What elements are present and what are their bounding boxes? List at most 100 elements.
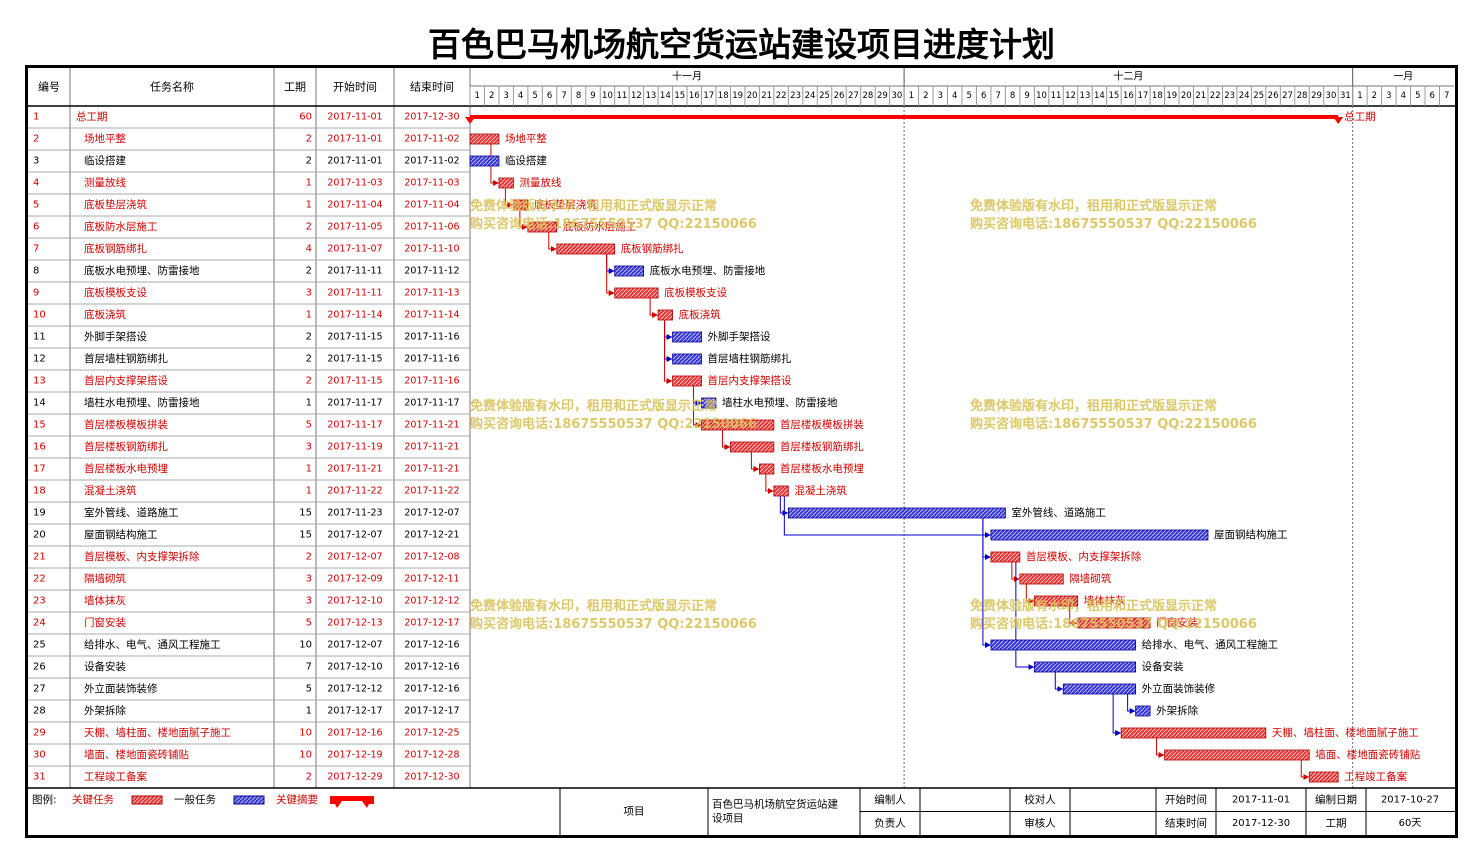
day-label: 16 — [1123, 91, 1134, 101]
critical-task-bar — [1308, 771, 1339, 783]
dependency-link — [606, 254, 615, 296]
task-end: 2017-12-28 — [404, 750, 459, 761]
task-start: 2017-12-17 — [327, 706, 382, 717]
task-start: 2017-12-12 — [327, 684, 382, 695]
task-id: 12 — [33, 354, 46, 365]
task-start: 2017-11-23 — [327, 508, 382, 519]
day-label: 31 — [1340, 91, 1351, 101]
day-label: 29 — [1311, 91, 1322, 101]
task-end: 2017-12-30 — [404, 772, 459, 783]
watermark-line-1: 免费体验版有水印，租用和正式版显示正常 — [470, 198, 717, 214]
reviewer-label: 审核人 — [1024, 817, 1056, 830]
task-id: 30 — [33, 750, 46, 761]
normal-task-bar — [701, 397, 717, 409]
task-end: 2017-12-30 — [404, 112, 459, 123]
task-id: 11 — [33, 332, 46, 343]
day-label: 13 — [1080, 91, 1091, 101]
task-id: 18 — [33, 486, 46, 497]
task-id: 3 — [33, 156, 39, 167]
day-label: 2 — [923, 91, 928, 101]
day-label: 29 — [877, 91, 888, 101]
day-label: 8 — [1010, 91, 1015, 101]
dependency-link — [519, 210, 528, 230]
day-label: 14 — [1094, 91, 1105, 101]
task-id: 31 — [33, 772, 46, 783]
task-duration: 2 — [306, 376, 312, 387]
day-label: 1 — [475, 91, 480, 101]
bar-label: 外立面装饰装修 — [1142, 682, 1216, 695]
task-duration: 3 — [306, 596, 312, 607]
dependency-link — [1025, 584, 1035, 604]
task-start: 2017-12-10 — [327, 662, 382, 673]
task-end: 2017-12-25 — [404, 728, 459, 739]
watermark-line-1: 免费体验版有水印，租用和正式版显示正常 — [470, 398, 717, 414]
task-start: 2017-12-07 — [327, 552, 382, 563]
task-name: 外脚手架搭设 — [84, 330, 147, 343]
day-label: 25 — [819, 91, 830, 101]
task-end: 2017-11-21 — [404, 420, 459, 431]
task-id: 20 — [33, 530, 46, 541]
task-name: 底板钢筋绑扎 — [84, 242, 147, 255]
start-value: 2017-11-01 — [1232, 795, 1290, 806]
day-label: 15 — [674, 91, 685, 101]
task-name: 首层内支撑架搭设 — [84, 374, 168, 387]
task-id: 4 — [33, 178, 39, 189]
project-label: 项目 — [624, 806, 645, 818]
task-start: 2017-12-09 — [327, 574, 382, 585]
critical-task-bar — [1019, 573, 1064, 585]
task-name: 给排水、电气、通风工程施工 — [84, 638, 221, 651]
task-duration: 5 — [306, 420, 312, 431]
task-start: 2017-11-01 — [327, 134, 382, 145]
task-duration: 1 — [306, 486, 312, 497]
dependency-link — [1112, 694, 1122, 736]
day-label: 13 — [645, 91, 656, 101]
day-label: 23 — [790, 91, 801, 101]
normal-task-bar — [990, 639, 1137, 651]
task-end: 2017-11-12 — [404, 266, 459, 277]
day-label: 11 — [617, 91, 628, 101]
day-label: 9 — [590, 91, 595, 101]
watermark-line-2: 购买咨询电话:18675550537 QQ:22150066 — [970, 616, 1257, 632]
day-label: 4 — [952, 91, 957, 101]
task-end: 2017-11-10 — [404, 244, 459, 255]
gantt-frame: 编号 任务名称 工期 开始时间 结束时间 十一月 1 2 3 4 5 6 7 8 9 10 11 12 13 14 15… — [25, 65, 1458, 838]
day-label: 3 — [938, 91, 943, 101]
bar-label: 工程竣工备案 — [1344, 770, 1407, 783]
dependency-link — [1069, 606, 1078, 626]
day-label: 1 — [909, 91, 914, 101]
task-duration: 2 — [306, 266, 312, 277]
task-name: 场地平整 — [84, 132, 126, 145]
task-name: 墙面、楼地面瓷砖铺贴 — [84, 748, 189, 761]
task-name: 底板模板支设 — [84, 286, 147, 299]
critical-task-bar — [730, 441, 775, 453]
critical-task-bar — [469, 133, 500, 145]
normal-task-bar — [469, 155, 500, 167]
dependency-link — [1156, 738, 1165, 758]
day-label: 21 — [1195, 91, 1206, 101]
task-end: 2017-11-06 — [404, 222, 459, 233]
duration-value: 60天 — [1399, 818, 1422, 829]
task-name: 首层楼板模板拼装 — [84, 418, 168, 431]
critical-task-bar — [1077, 617, 1151, 629]
column-header-id: 编号 — [38, 80, 60, 94]
task-duration: 1 — [306, 200, 312, 211]
task-id: 26 — [33, 662, 46, 673]
watermark-line-2: 购买咨询电话:18675550537 QQ:22150066 — [970, 216, 1257, 232]
task-name: 测量放线 — [84, 176, 126, 189]
bar-label: 场地平整 — [505, 132, 547, 145]
task-end: 2017-12-12 — [404, 596, 459, 607]
normal-task-bar — [1062, 683, 1137, 695]
task-id: 15 — [33, 420, 46, 431]
task-name: 室外管线、道路施工 — [84, 506, 179, 519]
task-name: 底板防水层施工 — [84, 220, 158, 233]
month-label: 十一月 — [672, 70, 702, 83]
day-label: 10 — [602, 91, 613, 101]
task-end: 2017-11-02 — [404, 134, 459, 145]
task-name: 混凝土浇筑 — [84, 484, 137, 497]
bar-label: 隔墙砌筑 — [1069, 572, 1111, 585]
day-label: 7 — [561, 91, 566, 101]
bar-label: 总工期 — [1344, 110, 1376, 123]
task-start: 2017-12-07 — [327, 640, 382, 651]
day-label: 24 — [805, 91, 816, 101]
task-start: 2017-11-01 — [327, 156, 382, 167]
